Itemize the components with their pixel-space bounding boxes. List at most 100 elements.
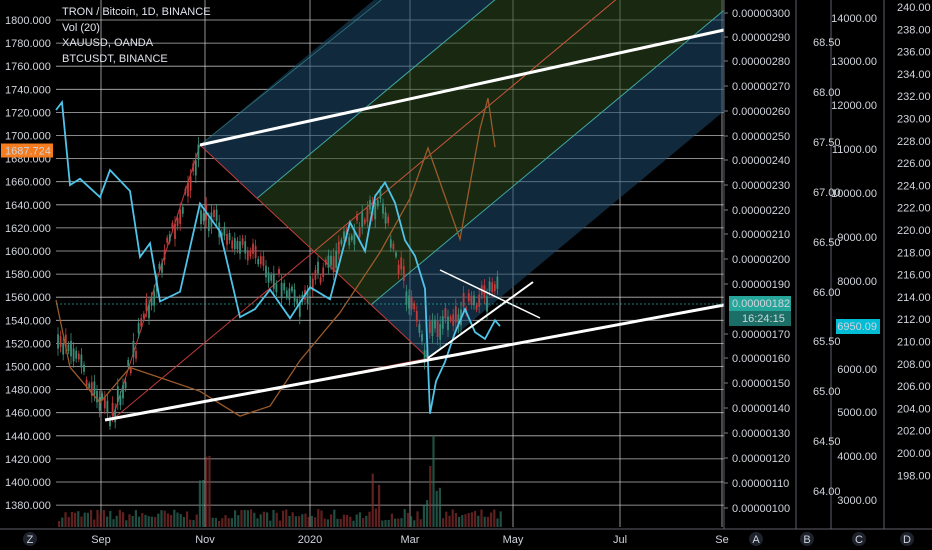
pitchfork-band [200, 0, 495, 199]
candle-body [434, 319, 436, 329]
candle-body [353, 230, 356, 245]
x-tick-label: Se [715, 534, 728, 546]
axis-fifth-tick: 210.00 [897, 337, 931, 349]
volume-bar [294, 516, 297, 527]
axis-trxbtc-tick: 0.00000260 [732, 106, 790, 118]
volume-bar [362, 518, 365, 527]
footer-scale-button [852, 532, 866, 546]
volume-bar [307, 516, 310, 527]
axis-gold-tick: 1560.000 [5, 292, 51, 304]
volume-bar [358, 512, 361, 527]
candle-body [163, 249, 166, 260]
candle-body [83, 364, 85, 372]
candle-body [132, 340, 135, 357]
trendline-upper [199, 28, 725, 147]
candle-body [475, 304, 478, 310]
volume-bar [486, 516, 489, 527]
candle-body [363, 219, 366, 224]
volume-bar [266, 512, 269, 527]
volume-bar [122, 512, 125, 527]
triangle-lower [427, 281, 534, 359]
volume-bar [256, 518, 259, 527]
candle-body [187, 182, 189, 197]
volume-bar [298, 516, 301, 527]
candle-body [314, 269, 317, 280]
volume-bar [390, 513, 393, 527]
volume-bar [288, 515, 291, 527]
axis-fifth-tick: 224.00 [897, 180, 931, 192]
volume-bar [320, 510, 323, 527]
candle-body [90, 382, 93, 396]
volume-bar [330, 514, 333, 527]
candle-body [122, 385, 124, 399]
axis-trxbtc-tick: 0.00000300 [732, 8, 790, 20]
candle-body [103, 396, 106, 409]
volume-bar [272, 509, 275, 527]
volume-bar [467, 513, 470, 527]
footer-scale-button [900, 532, 914, 546]
candle-body [189, 176, 192, 191]
axis-third-tick: 64.50 [813, 436, 841, 448]
candle-body [270, 274, 273, 281]
x-tick-label: 2020 [298, 534, 322, 546]
axis-fifth-tick: 230.00 [897, 114, 931, 126]
candle-body [330, 255, 332, 266]
candle-body [340, 239, 343, 245]
axis-fifth-tick: 206.00 [897, 381, 931, 393]
volume-bar [429, 466, 432, 527]
candle-body [296, 298, 299, 304]
btcusdt-current-value: 6950.09 [837, 321, 877, 333]
axis-third-tick: 68.00 [813, 87, 841, 99]
candle-body [64, 334, 67, 348]
candle-body [486, 296, 488, 312]
candle-body [98, 397, 101, 411]
candle-body [241, 238, 244, 245]
volume-bar [371, 473, 374, 527]
candle-body [207, 218, 210, 232]
volume-bar [346, 514, 349, 527]
volume-bar [323, 518, 326, 527]
volume-bar [291, 512, 294, 527]
candle-body [176, 217, 179, 227]
x-tick-label: Nov [195, 534, 215, 546]
volume-bar [490, 512, 493, 527]
axis-fifth-tick: 232.00 [897, 91, 931, 103]
axis-btcusdt-tick: 9000.00 [837, 232, 877, 244]
volume-bar [77, 511, 80, 527]
axis-trxbtc-tick: 0.00000160 [732, 353, 790, 365]
candle-body [129, 368, 132, 374]
pitchfork-band [314, 0, 724, 305]
volume-bar [234, 510, 237, 527]
axis-trxbtc-tick: 0.00000220 [732, 205, 790, 217]
candle-body [150, 296, 153, 306]
candle-body [257, 258, 260, 265]
pitchfork-line [256, 0, 496, 199]
candle-body [75, 350, 78, 359]
footer-scale-letter: B [803, 534, 810, 546]
candle-body [327, 255, 330, 268]
axis-gold-tick: 1460.000 [5, 408, 51, 420]
volume-bar [61, 517, 64, 527]
candle-body [379, 190, 382, 199]
axis-gold-tick: 1660.000 [5, 177, 51, 189]
candle-body [244, 241, 247, 254]
volume-bar [301, 514, 304, 527]
axis-trxbtc-tick: 0.00000200 [732, 254, 790, 266]
volume-bar [173, 509, 176, 527]
volume-bar [394, 518, 397, 527]
axis-fifth-tick: 234.00 [897, 69, 931, 81]
volume-bar [493, 509, 496, 527]
volume-bar [432, 435, 435, 527]
candle-body [405, 291, 408, 305]
volume-bar [224, 515, 227, 527]
volume-bar [138, 516, 141, 527]
candle-body [215, 209, 218, 222]
volume-bar [349, 516, 352, 527]
volume-bar [278, 520, 281, 527]
candle-body [356, 214, 358, 221]
volume-bar [442, 518, 445, 527]
volume-bar [128, 514, 131, 527]
axis-btcusdt-tick: 8000.00 [837, 276, 877, 288]
axis-fifth-tick: 214.00 [897, 292, 931, 304]
